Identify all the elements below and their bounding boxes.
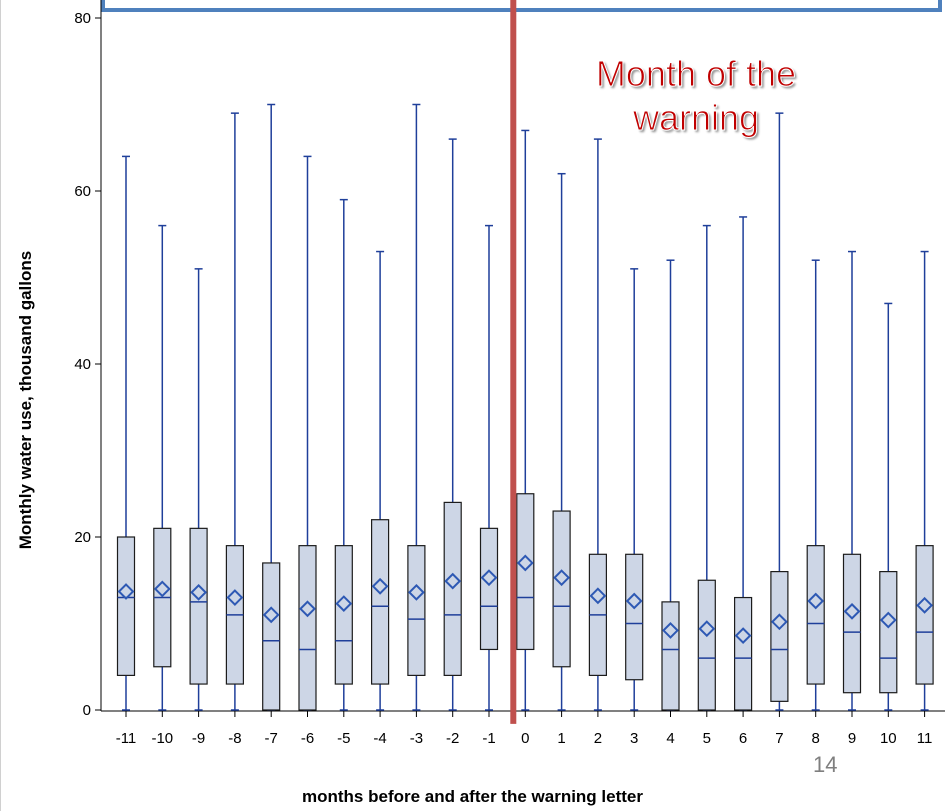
box-month--5-box: [334, 545, 353, 685]
x-tick-label: -2: [446, 730, 459, 747]
x-tick-label: -5: [337, 730, 350, 747]
box-month-11-box: [915, 545, 934, 685]
box-month--3-mean-marker: [407, 583, 425, 601]
box-month--3-box: [407, 545, 426, 677]
box-month-7-mean-marker: [770, 613, 788, 631]
box-month-5-box: [697, 579, 716, 711]
box-month--1-mean-marker: [480, 569, 498, 587]
box-month--9-box: [189, 527, 208, 685]
box-month-2-mean-marker: [589, 587, 607, 605]
x-tick-label: 8: [812, 730, 820, 747]
box-month-9-mean-marker: [843, 602, 861, 620]
x-tick-label: -10: [151, 730, 173, 747]
x-tick-label: 5: [703, 730, 711, 747]
x-tick-label: 6: [739, 730, 747, 747]
box-month-4-mean-marker: [662, 622, 679, 639]
annotation-line-2: warning: [632, 97, 760, 139]
box-month-4-box: [661, 601, 680, 711]
box-month-11-mean-marker: [916, 596, 934, 614]
y-tick-label: 0: [83, 702, 91, 719]
annotation-line-1: Month of the: [595, 53, 797, 95]
y-tick-label: 20: [74, 529, 91, 546]
y-axis-label: Monthly water use, thousand gallons: [16, 250, 35, 550]
slide-left-border: [0, 0, 1, 811]
box-month-1-box: [552, 510, 571, 668]
box-month-3-box: [625, 553, 644, 681]
box-month-3-mean-marker: [625, 592, 643, 610]
x-tick-label: -9: [192, 730, 205, 747]
x-tick-label: -11: [116, 730, 137, 747]
x-tick-label: 7: [775, 730, 783, 747]
x-tick-label: 1: [557, 730, 565, 747]
x-tick-label: 10: [880, 730, 897, 747]
box-month-6-box: [733, 596, 753, 711]
x-tick-label: 3: [630, 730, 638, 747]
x-axis-label: months before and after the warning lett…: [302, 787, 643, 806]
x-tick-label: 4: [666, 730, 674, 747]
box-month-8-mean-marker: [807, 592, 825, 610]
box-month-10-mean-marker: [879, 611, 897, 629]
box-month-8-box: [806, 545, 825, 685]
y-tick-label: 40: [74, 356, 91, 373]
x-tick-label: 0: [521, 730, 529, 747]
box-month--10-mean-marker: [153, 580, 171, 598]
box-month-9-box: [842, 553, 862, 694]
box-month--4-box: [371, 519, 390, 685]
y-tick-label: 60: [74, 183, 91, 200]
box-month-5-mean-marker: [698, 620, 716, 638]
box-month--7-mean-marker: [262, 606, 280, 624]
x-tick-label: -8: [228, 730, 241, 747]
box-month-0-mean-marker: [516, 554, 534, 572]
x-tick-label: -1: [482, 730, 495, 747]
highlight-frame: [101, 0, 942, 12]
y-axis-label-container: Monthly water use, thousand gallons: [0, 0, 52, 811]
x-tick-label: 2: [594, 730, 602, 747]
box-month--6-box: [298, 545, 317, 711]
x-tick-label: -4: [373, 730, 386, 747]
x-tick-label: -6: [301, 730, 314, 747]
box-month-10-box: [879, 570, 898, 694]
box-month--5-mean-marker: [335, 595, 353, 613]
y-tick-label: 80: [74, 10, 91, 27]
box-month--6-mean-marker: [299, 600, 316, 618]
warning-month-annotation: Month of the warning: [546, 52, 846, 140]
box-month-6-mean-marker: [734, 627, 752, 645]
box-month--4-mean-marker: [371, 577, 389, 595]
box-month--2-mean-marker: [444, 572, 462, 590]
box-month--11-box: [116, 536, 136, 676]
box-month-7-box: [770, 570, 789, 702]
box-month--7-box: [262, 562, 281, 711]
box-month--8-mean-marker: [226, 589, 244, 606]
box-month--1-box: [479, 527, 499, 651]
x-tick-label: -7: [265, 730, 278, 747]
box-month--9-mean-marker: [190, 583, 208, 601]
box-month-0-box: [516, 493, 535, 651]
page-number: 14: [813, 752, 838, 777]
x-tick-label: 9: [848, 730, 856, 747]
box-month-1-mean-marker: [553, 569, 571, 587]
x-tick-label: 11: [917, 730, 933, 747]
box-month--11-mean-marker: [117, 583, 135, 600]
x-tick-label: -3: [410, 730, 423, 747]
